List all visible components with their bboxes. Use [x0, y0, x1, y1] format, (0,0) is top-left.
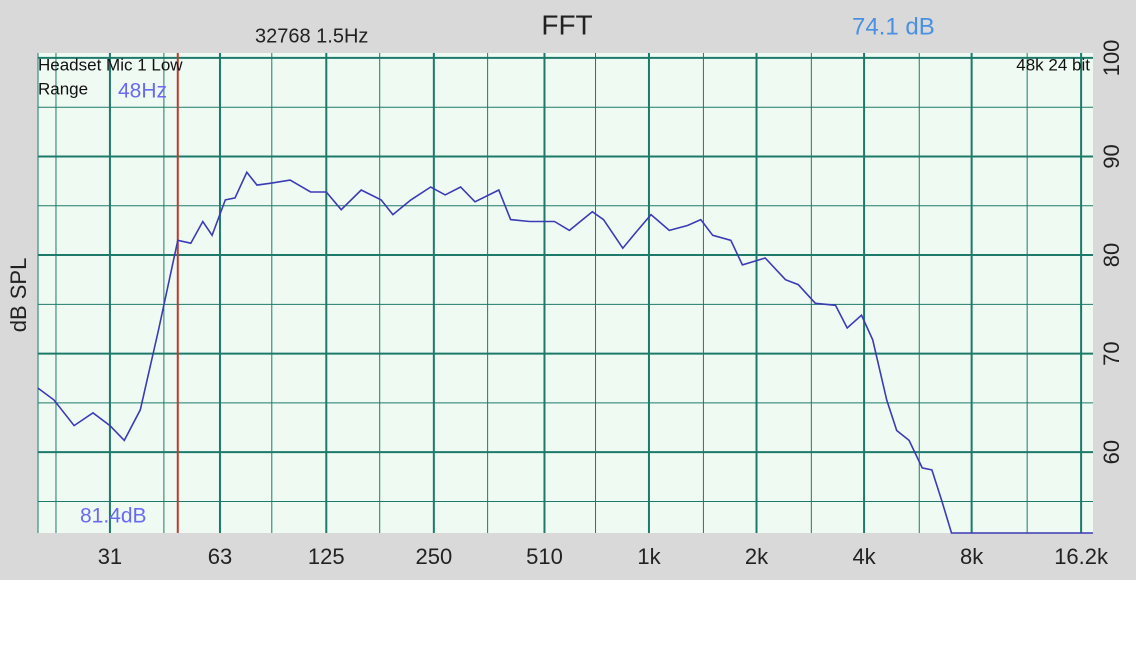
plot-background [38, 53, 1093, 533]
x-tick-label: 8k [960, 544, 984, 569]
y-tick-label: 90 [1099, 144, 1124, 168]
cursor-frequency: 48Hz [118, 80, 167, 103]
x-tick-label: 1k [637, 544, 661, 569]
format-label: 48k 24 bit [1016, 55, 1090, 74]
fft-info: 32768 1.5Hz [255, 25, 368, 47]
y-tick-label: 70 [1099, 341, 1124, 365]
range-label: Range [38, 79, 88, 98]
y-axis-label: dB SPL [6, 258, 31, 333]
device-label: Headset Mic 1 Low [38, 55, 183, 74]
chart-title: FFT [541, 9, 592, 40]
x-tick-label: 250 [415, 544, 452, 569]
x-tick-label: 510 [526, 544, 563, 569]
x-tick-label: 125 [308, 544, 345, 569]
x-tick-label: 63 [208, 544, 232, 569]
level-readout: 74.1 dB [852, 13, 935, 40]
y-tick-label: 80 [1099, 243, 1124, 267]
x-tick-label: 2k [745, 544, 769, 569]
y-tick-label: 60 [1099, 440, 1124, 464]
x-tick-label: 16.2k [1054, 544, 1109, 569]
cursor-level: 81.4dB [80, 505, 147, 528]
x-tick-label: 4k [852, 544, 876, 569]
y-tick-label: 100 [1099, 40, 1124, 77]
x-tick-label: 31 [98, 544, 122, 569]
spectrum-line [37, 170, 1093, 534]
